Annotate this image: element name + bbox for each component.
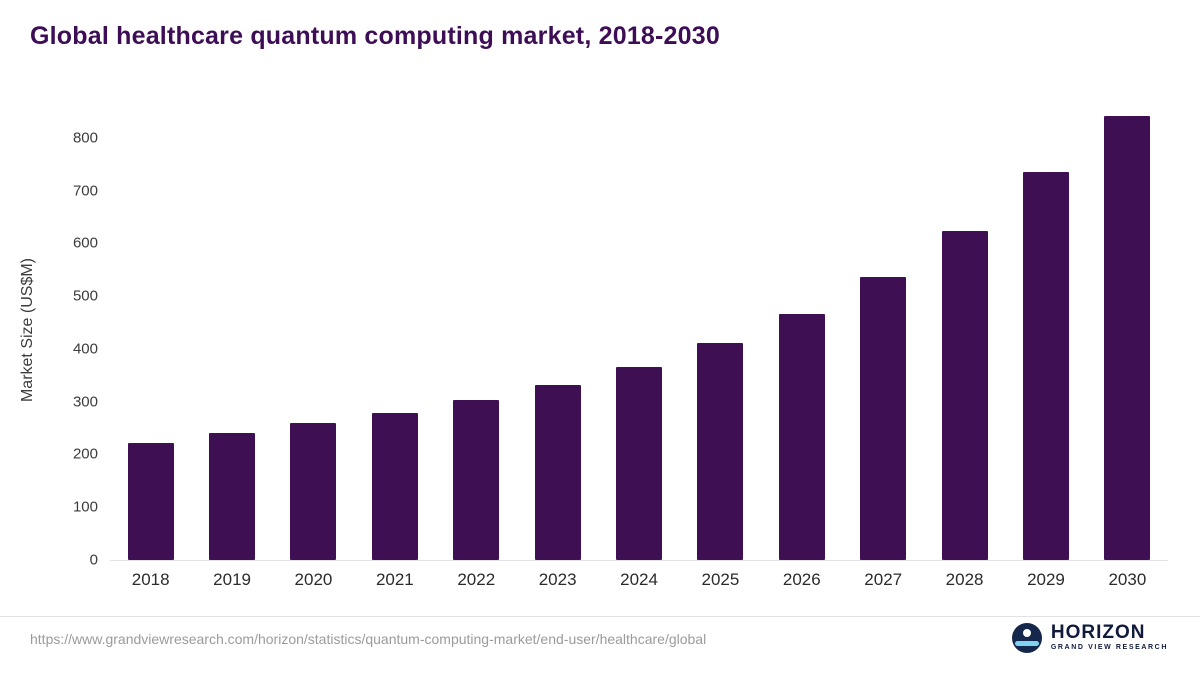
bar-column: 2023: [517, 105, 598, 589]
logo-subtitle: GRAND VIEW RESEARCH: [1050, 644, 1168, 652]
bar-column: 2019: [191, 105, 272, 589]
y-tick-label: 200: [72, 445, 98, 463]
logo-title: HORIZON: [1050, 622, 1146, 644]
horizon-logo-icon: [1011, 623, 1042, 653]
y-axis-label: Market Size (US$M): [19, 257, 36, 403]
x-axis-label: 2028: [945, 570, 984, 589]
footer-divider: [0, 616, 1200, 617]
x-axis-label: 2030: [1108, 570, 1147, 589]
bar-2019: [209, 433, 256, 560]
bar-2022: [453, 400, 500, 560]
source-url: https://www.grandviewresearch.com/horizo…: [30, 631, 707, 647]
y-tick-label: 100: [72, 498, 98, 516]
bar-2030: [1104, 116, 1151, 560]
chart-title: Global healthcare quantum computing mark…: [30, 22, 720, 50]
x-axis-label: 2021: [375, 570, 414, 589]
bar-column: 2027: [843, 105, 924, 589]
bar-column: 2029: [1005, 105, 1086, 589]
x-axis-label: 2023: [538, 570, 577, 589]
y-tick-label: 0: [89, 551, 98, 569]
x-axis-label: 2027: [864, 570, 903, 589]
y-tick-label: 300: [72, 393, 98, 411]
bar-2021: [371, 413, 418, 560]
bar-column: 2022: [436, 105, 517, 589]
x-axis-label: 2026: [782, 570, 821, 589]
bar-column: 2021: [354, 105, 435, 589]
bar-2029: [1022, 172, 1069, 560]
bar-2026: [778, 314, 825, 560]
y-tick-label: 700: [72, 182, 98, 200]
bar-2025: [697, 343, 744, 560]
logo-text: HORIZON GRAND VIEW RESEARCH: [1051, 623, 1168, 652]
bar-2024: [616, 367, 663, 560]
x-axis-label: 2024: [620, 570, 658, 589]
x-axis-label: 2025: [701, 570, 740, 589]
logo-dot: [1022, 629, 1031, 637]
bar-column: 2030: [1087, 105, 1168, 589]
bar-column: 2028: [924, 105, 1005, 589]
x-axis-label: 2018: [131, 570, 170, 589]
y-tick-label: 500: [72, 287, 98, 305]
bar-2027: [860, 277, 907, 560]
bar-2018: [127, 443, 174, 560]
x-axis-label: 2022: [457, 570, 496, 589]
y-tick-label: 600: [72, 234, 98, 252]
x-axis-label: 2020: [294, 570, 333, 589]
x-axis-label: 2029: [1027, 570, 1065, 589]
horizon-logo: HORIZON GRAND VIEW RESEARCH: [1011, 623, 1168, 653]
plot-area: 2018 2019 2020 2021 2022 2023 2024 2025 2026 2027…: [110, 105, 1168, 589]
bar-2023: [534, 385, 581, 560]
bar-2020: [290, 423, 337, 560]
bar-column: 2026: [761, 105, 842, 589]
y-tick-label: 400: [72, 340, 98, 358]
bar-column: 2018: [110, 105, 191, 589]
y-axis-ticks: 0 100 200 300 400 500 600 700 800: [38, 105, 98, 568]
bar-column: 2025: [680, 105, 761, 589]
y-tick-label: 800: [72, 129, 98, 147]
bar-2028: [941, 231, 988, 560]
bar-column: 2020: [273, 105, 354, 589]
x-axis-label: 2019: [213, 570, 251, 589]
bar-column: 2024: [598, 105, 679, 589]
logo-horizon-band: [1014, 641, 1039, 646]
